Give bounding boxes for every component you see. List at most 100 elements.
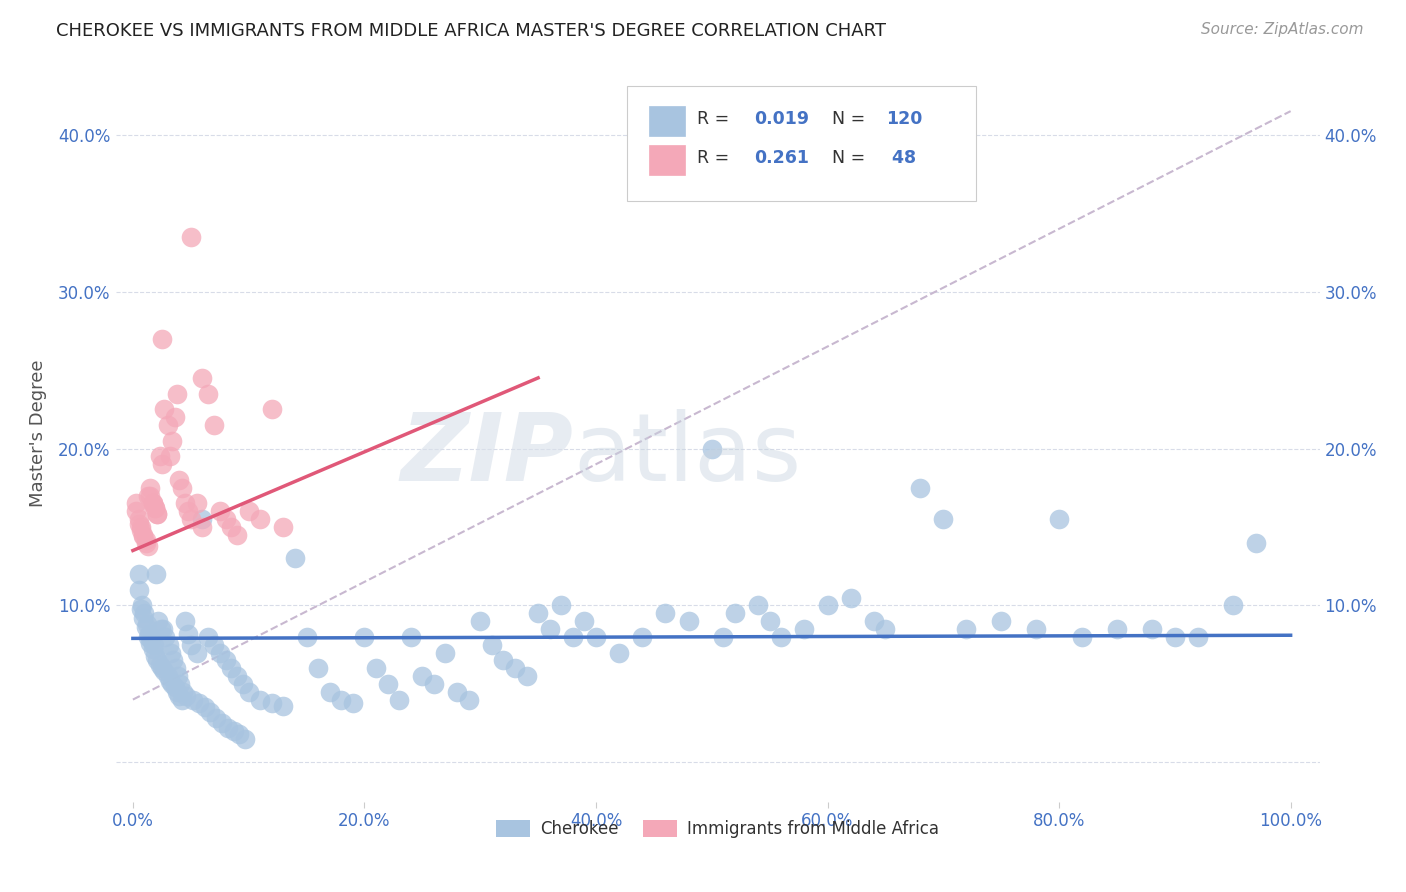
Point bbox=[148, 658, 170, 673]
Text: 0.019: 0.019 bbox=[754, 111, 808, 128]
Point bbox=[162, 677, 184, 691]
Point bbox=[273, 520, 295, 534]
Point bbox=[377, 677, 399, 691]
Point bbox=[146, 508, 169, 522]
Point bbox=[180, 229, 202, 244]
Point bbox=[148, 450, 170, 464]
Point bbox=[167, 690, 190, 704]
Point bbox=[307, 661, 329, 675]
Point bbox=[142, 496, 165, 510]
Point bbox=[159, 450, 181, 464]
Point bbox=[249, 692, 271, 706]
Point bbox=[908, 481, 931, 495]
Point bbox=[146, 653, 169, 667]
Point bbox=[364, 661, 387, 675]
Text: ZIP: ZIP bbox=[401, 409, 574, 501]
Point bbox=[457, 692, 479, 706]
Point bbox=[503, 661, 526, 675]
Point bbox=[470, 614, 492, 628]
Point bbox=[1164, 630, 1187, 644]
Point bbox=[758, 614, 780, 628]
Point bbox=[238, 504, 260, 518]
Point bbox=[128, 567, 150, 582]
Point bbox=[166, 684, 188, 698]
Point bbox=[172, 684, 194, 698]
Point bbox=[134, 607, 156, 621]
Point bbox=[129, 520, 152, 534]
Point bbox=[174, 496, 197, 510]
Point bbox=[228, 727, 250, 741]
Point bbox=[839, 591, 862, 605]
Point bbox=[143, 501, 166, 516]
Point bbox=[342, 696, 364, 710]
Point bbox=[550, 599, 572, 613]
Point bbox=[162, 434, 184, 448]
Point bbox=[155, 630, 177, 644]
Point bbox=[481, 638, 503, 652]
Point bbox=[125, 496, 148, 510]
Point bbox=[159, 673, 181, 688]
Point bbox=[138, 626, 160, 640]
Point bbox=[1187, 630, 1209, 644]
Point bbox=[170, 692, 193, 706]
Text: N =: N = bbox=[832, 150, 870, 168]
Text: 120: 120 bbox=[886, 111, 922, 128]
FancyBboxPatch shape bbox=[627, 87, 976, 201]
Point bbox=[221, 520, 243, 534]
Point bbox=[135, 620, 157, 634]
Point bbox=[131, 599, 153, 613]
Point bbox=[153, 665, 176, 679]
Point bbox=[260, 696, 283, 710]
Point bbox=[162, 653, 184, 667]
Point bbox=[330, 692, 353, 706]
Point bbox=[238, 684, 260, 698]
Point bbox=[515, 669, 537, 683]
Text: N =: N = bbox=[832, 111, 870, 128]
Point bbox=[132, 529, 155, 543]
Point bbox=[214, 512, 236, 526]
Text: R =: R = bbox=[697, 150, 735, 168]
Point bbox=[150, 457, 173, 471]
Point bbox=[191, 520, 214, 534]
Point bbox=[226, 669, 249, 683]
Point bbox=[770, 630, 793, 644]
Point bbox=[129, 523, 152, 537]
Point bbox=[399, 630, 422, 644]
Point bbox=[319, 684, 342, 698]
Point bbox=[180, 512, 202, 526]
Point bbox=[135, 617, 157, 632]
Point bbox=[136, 489, 159, 503]
Point bbox=[143, 501, 166, 516]
Point bbox=[128, 582, 150, 597]
Point bbox=[163, 410, 186, 425]
Text: Source: ZipAtlas.com: Source: ZipAtlas.com bbox=[1201, 22, 1364, 37]
Point bbox=[181, 692, 204, 706]
Point bbox=[139, 636, 162, 650]
Bar bbox=[650, 106, 685, 136]
Point bbox=[197, 630, 219, 644]
Point bbox=[136, 539, 159, 553]
Point bbox=[125, 504, 148, 518]
Point bbox=[170, 481, 193, 495]
Point bbox=[132, 528, 155, 542]
Point bbox=[167, 473, 190, 487]
Point bbox=[156, 417, 179, 432]
Point bbox=[166, 386, 188, 401]
Point bbox=[284, 551, 307, 566]
Y-axis label: Master's Degree: Master's Degree bbox=[30, 359, 46, 507]
Point bbox=[1071, 630, 1094, 644]
Point bbox=[990, 614, 1012, 628]
Point bbox=[148, 614, 170, 628]
Point bbox=[191, 371, 214, 385]
Point bbox=[177, 504, 200, 518]
Text: CHEROKEE VS IMMIGRANTS FROM MIDDLE AFRICA MASTER'S DEGREE CORRELATION CHART: CHEROKEE VS IMMIGRANTS FROM MIDDLE AFRIC… bbox=[56, 22, 886, 40]
Point bbox=[226, 528, 249, 542]
Point bbox=[194, 700, 217, 714]
Point bbox=[434, 646, 457, 660]
Point bbox=[561, 630, 583, 644]
Point bbox=[208, 504, 231, 518]
Point bbox=[1140, 622, 1163, 636]
Point bbox=[863, 614, 886, 628]
Point bbox=[142, 496, 165, 510]
Point bbox=[146, 508, 169, 522]
